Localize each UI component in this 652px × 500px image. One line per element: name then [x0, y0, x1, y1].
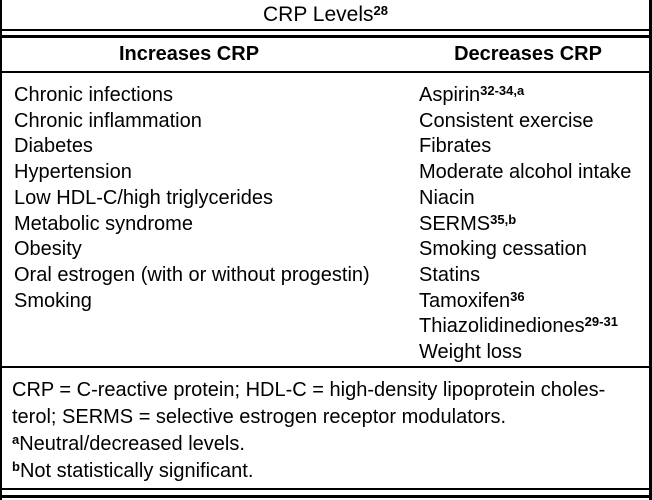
footnote-line: terol; SERMS = selective estrogen recept…	[12, 406, 507, 428]
footnote-marker: a	[12, 432, 20, 447]
superscript-reference: 29-31	[584, 314, 618, 330]
list-item: Oral estrogen (with or without progestin…	[14, 263, 370, 286]
table-body: Chronic infections Chronic inflammation Di…	[2, 73, 649, 368]
list-item: Weight loss	[419, 341, 523, 364]
list-item: Chronic infections	[14, 84, 173, 106]
list-item: Obesity	[14, 238, 82, 261]
list-item: Aspirin32-34,a	[419, 83, 525, 106]
superscript-reference: 32-34,a	[480, 83, 525, 98]
bottom-border	[2, 495, 649, 498]
table-title-row: CRP Levels28	[2, 0, 649, 31]
list-item: Metabolic syndrome	[14, 212, 193, 235]
list-item: Consistent exercise	[419, 109, 594, 132]
column-increases: Chronic infections Chronic inflammation Di…	[14, 83, 419, 366]
list-item: Niacin	[419, 186, 475, 209]
list-item: Hypertension	[14, 161, 132, 184]
superscript-reference: 36	[510, 288, 525, 304]
list-item: Smoking	[14, 289, 92, 312]
column-decreases: Aspirin32-34,a Consistent exercise Fibrate…	[419, 83, 649, 366]
list-item: Low HDL-C/high triglycerides	[14, 186, 273, 209]
list-item: SERMS35,b	[419, 211, 517, 235]
footnote-line: CRP = C-reactive protein; HDL-C = high-d…	[12, 379, 606, 401]
footnote-line: bNot statistically significant.	[12, 459, 254, 482]
list-item: Fibrates	[419, 135, 492, 158]
footnote-line: aNeutral/decreased levels.	[12, 432, 245, 455]
list-item: Tamoxifen36	[419, 288, 525, 312]
superscript-reference: 28	[373, 2, 388, 18]
list-item: Thiazolidinediones29-31	[419, 314, 618, 338]
footnotes-section: CRP = C-reactive protein; HDL-C = high-d…	[2, 368, 649, 490]
list-item: Chronic inflammation	[14, 109, 202, 132]
header-increases-crp: Increases CRP	[118, 43, 260, 65]
bottom-border-gap	[2, 490, 649, 495]
list-item: Moderate alcohol intake	[419, 161, 632, 184]
superscript-reference: 35,b	[490, 211, 517, 227]
header-decreases-crp: Decreases CRP	[454, 43, 602, 65]
list-item: Statins	[419, 263, 481, 286]
page-title: CRP Levels28	[263, 2, 388, 26]
list-item: Smoking cessation	[419, 238, 587, 261]
footnote-marker: b	[12, 459, 20, 474]
list-item: Diabetes	[14, 135, 93, 158]
column-header-row: Increases CRP Decreases CRP	[2, 35, 649, 73]
